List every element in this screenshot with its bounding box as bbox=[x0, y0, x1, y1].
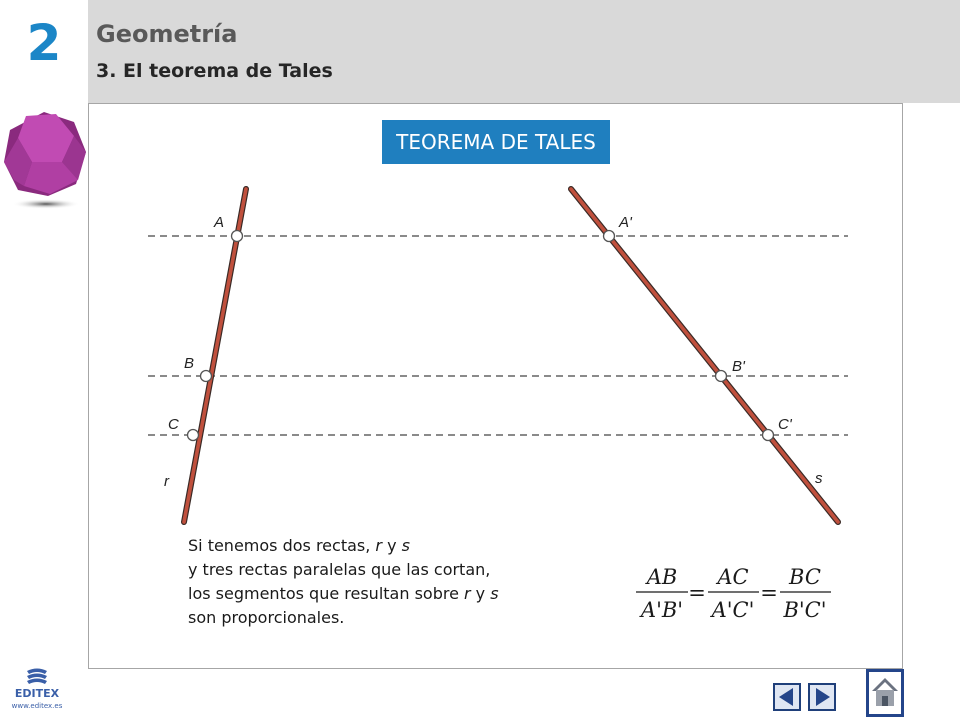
fraction-2-denominator: A'C' bbox=[710, 598, 755, 622]
label-c-prime: C' bbox=[778, 416, 793, 433]
next-icon bbox=[816, 688, 830, 706]
point-c-prime bbox=[761, 428, 775, 442]
fraction-3-denominator: B'C' bbox=[782, 598, 826, 622]
equals-sign-1: = bbox=[688, 581, 706, 605]
explanation-line-2: y tres rectas paralelas que las cortan, bbox=[188, 560, 491, 579]
point-a bbox=[230, 229, 244, 243]
label-b: B bbox=[184, 355, 194, 372]
header-bar bbox=[88, 0, 960, 103]
home-button[interactable] bbox=[866, 669, 904, 717]
chapter-number: 2 bbox=[26, 14, 62, 72]
page-subtitle: 3. El teorema de Tales bbox=[96, 60, 333, 82]
fraction-2-numerator: AC bbox=[715, 565, 748, 589]
prev-icon bbox=[779, 688, 793, 706]
point-b bbox=[199, 369, 213, 383]
label-b-prime: B' bbox=[732, 358, 746, 375]
label-r: r bbox=[164, 473, 170, 490]
dodecahedron-icon bbox=[4, 112, 86, 209]
prev-button[interactable] bbox=[773, 683, 801, 711]
label-c: C bbox=[168, 416, 179, 433]
next-button[interactable] bbox=[808, 683, 836, 711]
theorem-badge: TEOREMA DE TALES bbox=[382, 120, 610, 164]
explanation-line-1: Si tenemos dos rectas, r y s bbox=[188, 536, 410, 555]
point-c bbox=[186, 428, 200, 442]
proportion-formula: AB A'B' AC A'C' BC B'C' = = bbox=[636, 565, 831, 622]
fraction-1-denominator: A'B' bbox=[639, 598, 683, 622]
explanation-line-3: los segmentos que resultan sobre r y s bbox=[188, 584, 499, 603]
explanation-line-4: son proporcionales. bbox=[188, 608, 345, 627]
fraction-1-numerator: AB bbox=[645, 565, 678, 589]
label-a-prime: A' bbox=[618, 214, 633, 231]
logo-url: www.editex.es bbox=[11, 702, 63, 710]
label-a: A bbox=[213, 214, 224, 231]
editex-logo: EDITEX www.editex.es bbox=[6, 665, 68, 715]
logo-text: EDITEX bbox=[14, 687, 60, 700]
page-title: Geometría bbox=[96, 20, 238, 48]
fraction-3-numerator: BC bbox=[788, 565, 821, 589]
point-a-prime bbox=[602, 229, 616, 243]
home-icon bbox=[872, 678, 898, 706]
editex-logo-mark bbox=[27, 668, 47, 684]
content-frame bbox=[88, 103, 903, 669]
explanation-text: Si tenemos dos rectas, r y s y tres rect… bbox=[188, 534, 499, 630]
equals-sign-2: = bbox=[760, 581, 778, 605]
label-s: s bbox=[815, 470, 823, 487]
point-b-prime bbox=[714, 369, 728, 383]
